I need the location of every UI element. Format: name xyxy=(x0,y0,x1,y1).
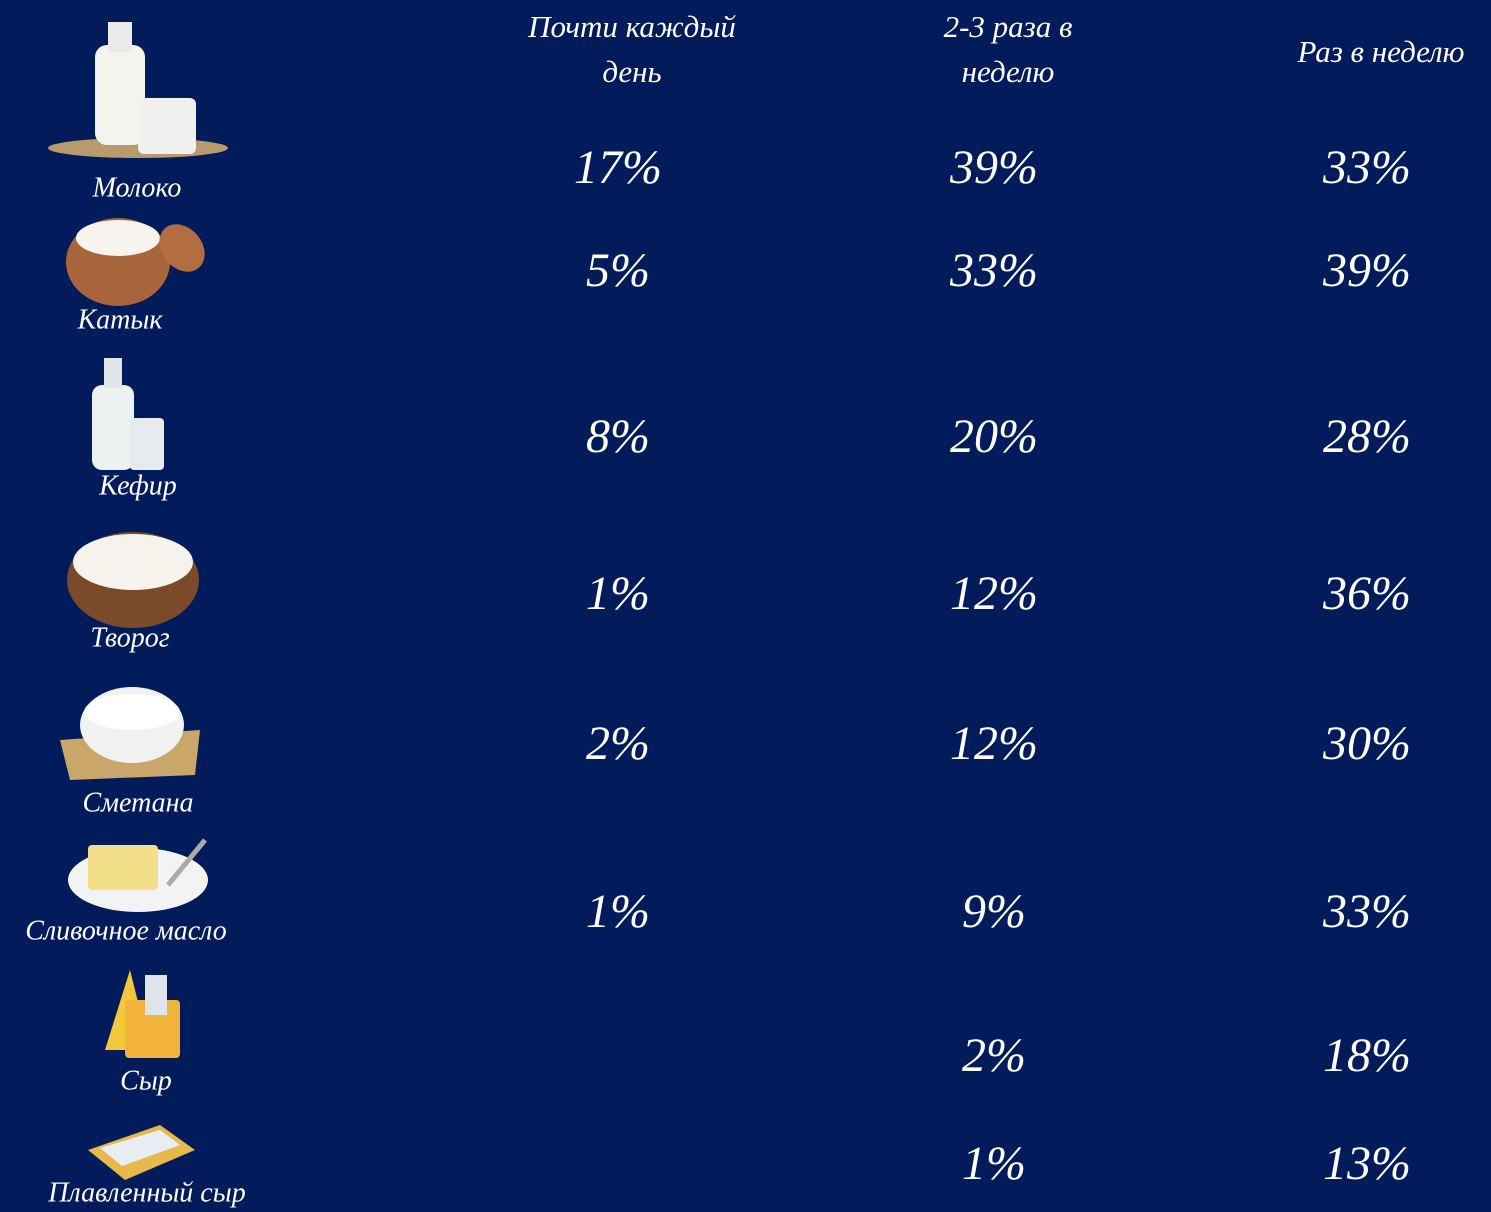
product-name: Творог xyxy=(90,622,169,653)
icon-tvorog-curd xyxy=(73,534,193,590)
product-name: Сметана xyxy=(82,787,193,818)
percent-value: 5% xyxy=(586,244,650,297)
percent-value: 39% xyxy=(1322,244,1411,297)
percent-value: 30% xyxy=(1322,717,1411,770)
percent-value: 12% xyxy=(950,717,1038,770)
product-name: Сыр xyxy=(120,1065,172,1096)
product-name: Сливочное масло xyxy=(25,915,226,946)
column-header: неделю xyxy=(962,54,1055,89)
column-header: день xyxy=(602,54,661,89)
percent-value: 33% xyxy=(949,244,1038,297)
icon-butter-knife xyxy=(166,838,207,887)
icons xyxy=(48,22,228,1180)
percent-value: 36% xyxy=(1322,567,1411,620)
product-name: Кефир xyxy=(98,470,177,501)
percent-value: 18% xyxy=(1323,1029,1411,1082)
icon-processed-cheese-label xyxy=(100,1130,180,1166)
percent-value: 39% xyxy=(949,141,1038,194)
column-header: Почти каждый xyxy=(527,9,736,44)
icon-butter-block xyxy=(88,845,158,890)
product-name: Плавленный сыр xyxy=(47,1177,245,1208)
percent-value: 20% xyxy=(950,410,1038,463)
product-name: Катык xyxy=(77,304,164,335)
percent-value: 17% xyxy=(574,141,662,194)
icon-milk-neck xyxy=(108,22,132,52)
percent-value: 1% xyxy=(962,1137,1026,1190)
percent-value: 13% xyxy=(1323,1137,1411,1190)
percent-value: 8% xyxy=(586,410,650,463)
product-name: Молоко xyxy=(92,172,182,203)
icon-kefir-glass xyxy=(130,418,164,470)
icon-milk-bottle xyxy=(95,45,145,145)
icon-katyk-lid xyxy=(159,224,205,272)
column-header: 2-3 раза в xyxy=(944,9,1073,44)
percent-value: 12% xyxy=(950,567,1038,620)
icon-katyk-cream xyxy=(76,220,160,256)
percent-value: 1% xyxy=(586,567,650,620)
percent-value: 9% xyxy=(962,885,1026,938)
icon-kefir-bottle xyxy=(92,385,134,470)
icon-cheese-blue xyxy=(145,975,167,1015)
icon-smetana-cream xyxy=(84,694,180,730)
column-header: Раз в неделю xyxy=(1296,34,1464,69)
icon-milk-glass xyxy=(138,98,196,154)
percent-value: 2% xyxy=(962,1029,1026,1082)
percent-value: 28% xyxy=(1323,410,1411,463)
percent-value: 33% xyxy=(1322,885,1411,938)
percent-value: 33% xyxy=(1322,141,1411,194)
percent-value: 2% xyxy=(586,717,650,770)
percent-value: 1% xyxy=(586,885,650,938)
icon-kefir-neck xyxy=(104,358,122,388)
